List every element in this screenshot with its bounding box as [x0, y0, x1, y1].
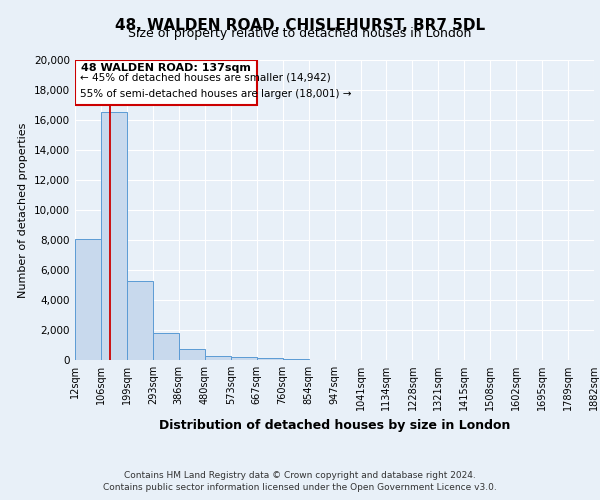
Bar	[283, 358, 308, 360]
X-axis label: Distribution of detached houses by size in London: Distribution of detached houses by size …	[159, 418, 510, 432]
Y-axis label: Number of detached properties: Number of detached properties	[19, 122, 28, 298]
Bar	[205, 356, 230, 360]
Text: 48, WALDEN ROAD, CHISLEHURST, BR7 5DL: 48, WALDEN ROAD, CHISLEHURST, BR7 5DL	[115, 18, 485, 32]
Bar	[127, 280, 153, 360]
Text: ← 45% of detached houses are smaller (14,942): ← 45% of detached houses are smaller (14…	[80, 73, 331, 83]
Text: 55% of semi-detached houses are larger (18,001) →: 55% of semi-detached houses are larger (…	[80, 89, 352, 99]
Bar	[153, 333, 179, 360]
Text: Size of property relative to detached houses in London: Size of property relative to detached ho…	[128, 28, 472, 40]
Text: 48 WALDEN ROAD: 137sqm: 48 WALDEN ROAD: 137sqm	[81, 63, 251, 73]
Bar	[75, 238, 101, 360]
Bar	[179, 349, 205, 360]
Text: Contains HM Land Registry data © Crown copyright and database right 2024.: Contains HM Land Registry data © Crown c…	[124, 472, 476, 480]
FancyBboxPatch shape	[75, 60, 257, 105]
Bar	[230, 357, 257, 360]
Text: Contains public sector information licensed under the Open Government Licence v3: Contains public sector information licen…	[103, 483, 497, 492]
Bar	[101, 112, 127, 360]
Bar	[257, 358, 283, 360]
